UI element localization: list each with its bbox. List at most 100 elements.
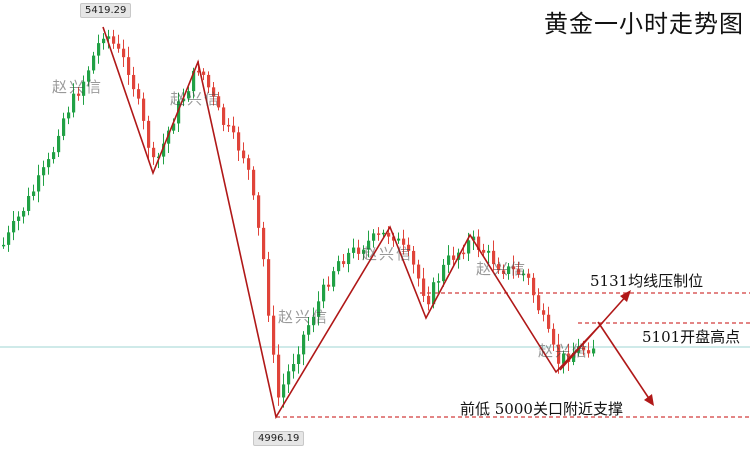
candle-body — [147, 120, 151, 148]
projection-down-arrow — [644, 394, 654, 406]
candle-body — [22, 210, 26, 217]
candle-body — [272, 315, 276, 355]
candle-body — [132, 74, 136, 90]
candle-body — [237, 132, 241, 151]
candle-body — [72, 93, 76, 113]
candle-body — [162, 143, 166, 157]
candle-body — [317, 301, 321, 317]
candle-body — [342, 261, 346, 265]
candle-body — [482, 249, 486, 253]
candle-body — [297, 354, 301, 365]
candle-body — [2, 244, 6, 247]
candle-body — [12, 220, 16, 233]
candle-body — [357, 247, 361, 254]
candle-body — [102, 38, 106, 44]
candle-body — [107, 36, 111, 39]
candles — [2, 29, 596, 408]
candle-body — [122, 48, 126, 58]
candle-body — [187, 91, 191, 99]
candle-body — [372, 233, 376, 241]
candle-body — [312, 316, 316, 326]
candle-body — [282, 384, 286, 398]
candle-body — [32, 191, 36, 196]
candle-body — [37, 175, 41, 192]
candle-body — [377, 233, 381, 235]
chart-title: 黄金一小时走势图 — [544, 10, 744, 38]
candle-body — [362, 249, 366, 254]
candle-body — [517, 269, 521, 275]
candle-body — [367, 240, 371, 250]
watermark: 赵兴信 — [278, 308, 330, 326]
candle-body — [307, 325, 311, 335]
candle-body — [257, 195, 261, 228]
candle-body — [407, 244, 411, 251]
candle-body — [82, 81, 86, 96]
candle-body — [177, 101, 181, 124]
candle-body — [142, 98, 146, 121]
candle-body — [217, 96, 221, 108]
candle-body — [232, 125, 236, 133]
projection-down-line — [597, 321, 651, 401]
candle-body — [522, 273, 526, 276]
candle-body — [447, 255, 451, 265]
candle-body — [207, 74, 211, 88]
candle-body — [437, 281, 441, 283]
candle-body — [462, 252, 466, 255]
candle-body — [477, 236, 481, 250]
candle-body — [332, 271, 336, 287]
candle-body — [347, 252, 351, 265]
candle-body — [497, 264, 501, 271]
candle-body — [17, 216, 21, 221]
candle-body — [412, 250, 416, 265]
candle-body — [62, 118, 66, 136]
candle-body — [467, 240, 471, 254]
candle-body — [442, 264, 446, 282]
projection-up-arrow — [620, 290, 631, 302]
candle-body — [327, 284, 331, 287]
candle-body — [137, 89, 141, 99]
candle-body — [527, 273, 531, 278]
candle-body — [92, 55, 96, 71]
watermark: 赵兴信 — [538, 342, 590, 360]
candle-body — [192, 70, 196, 92]
candle-body — [352, 247, 356, 253]
open-high-label: 5101开盘高点 — [642, 328, 741, 346]
candle-body — [392, 236, 396, 241]
candle-body — [212, 87, 216, 97]
candle-body — [7, 232, 11, 245]
candle-body — [427, 295, 431, 305]
candle-body — [402, 238, 406, 245]
candle-body — [302, 334, 306, 355]
candle-body — [537, 295, 541, 311]
candle-body — [47, 159, 51, 168]
candle-body — [222, 107, 226, 125]
candle-body — [502, 270, 506, 274]
candle-body — [87, 70, 91, 82]
candle-body — [582, 346, 586, 351]
high-price-label: 5419.29 — [80, 3, 132, 18]
candle-body — [77, 93, 81, 96]
low-price-label: 4996.19 — [253, 431, 305, 446]
candle-body — [277, 354, 281, 398]
resistance-label: 5131均线压制位 — [590, 272, 704, 290]
candle-body — [552, 328, 556, 345]
candle-body — [337, 261, 341, 272]
candle-body — [562, 353, 566, 364]
candle-body — [262, 227, 266, 260]
candle-body — [492, 250, 496, 265]
candle-body — [27, 195, 31, 211]
candle-body — [572, 352, 576, 362]
candle-body — [117, 43, 121, 49]
support-label: 前低 5000关口附近支撑 — [460, 400, 623, 418]
candle-body — [557, 344, 561, 364]
candle-body — [197, 70, 201, 73]
candle-body — [382, 232, 386, 235]
candle-body — [152, 147, 156, 158]
candle-body — [452, 255, 456, 260]
candle-body — [247, 158, 251, 170]
candle-body — [487, 250, 491, 253]
candle-body — [292, 364, 296, 372]
candle-body — [507, 266, 511, 274]
candle-body — [167, 130, 171, 144]
watermark: 赵兴信 — [362, 245, 414, 263]
